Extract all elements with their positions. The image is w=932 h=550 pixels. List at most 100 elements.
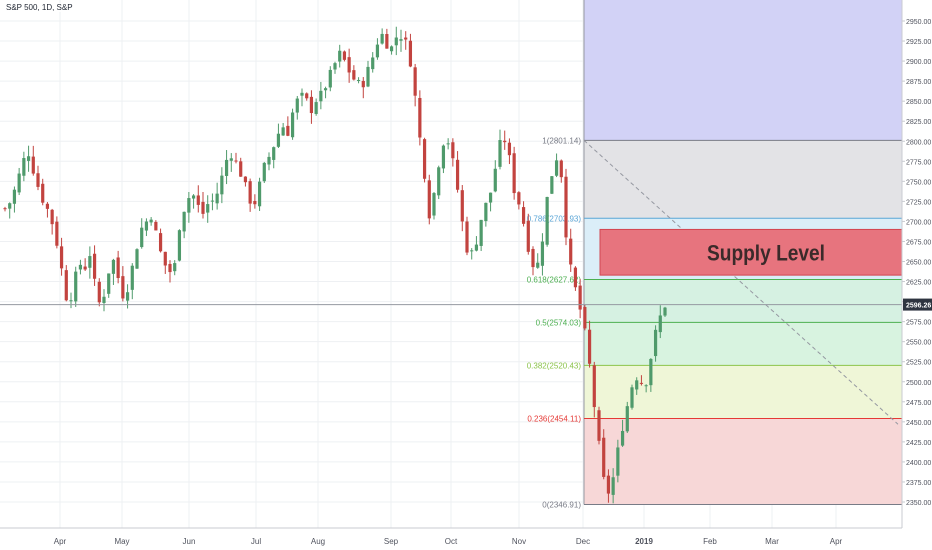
price-tick-label: 2900.00 [906,59,931,66]
candle-body [649,358,653,386]
candle-body [653,329,658,357]
candle-body [59,246,64,269]
price-tick-label: 2950.00 [906,19,931,26]
candle-body [309,96,314,114]
candle-body [88,256,92,268]
candle-body [578,285,582,310]
candle-body [507,142,512,156]
time-tick-label: Jun [183,537,196,546]
candle-body [239,161,243,177]
candle-body [488,192,493,203]
candle-body [121,276,125,299]
fib-zone-1 [584,140,902,219]
candle-body [470,250,474,252]
candle-body [375,44,380,58]
supply-zone-rect [599,228,903,276]
candle-body [26,156,31,161]
candle-body [215,193,219,204]
candle-body [460,190,464,222]
candle-body [455,159,460,190]
candle-body [352,70,356,80]
time-tick-label: Nov [512,537,526,546]
candle-body [135,249,139,269]
candle-body [111,259,116,274]
time-tick-label: Mar [765,537,779,546]
candle-body [182,211,186,232]
candle-body [540,241,545,266]
candle-body [281,127,285,136]
candle-body [389,46,394,52]
candle-body [125,292,130,301]
candle-body [210,200,215,202]
time-axis[interactable]: Apr May Jun Jul Aug Sep Oct Nov Dec 2019 Feb Mar Apr [0,527,932,550]
candle-body [323,88,328,91]
candle-body [517,192,521,205]
candle-body [536,262,540,268]
candle-body [41,183,45,203]
price-tick-label: 2475.00 [906,400,931,407]
candle-body [50,209,54,225]
candle-body [465,221,469,253]
candle-body [342,51,347,60]
candle-body [22,158,26,176]
candle-body [644,385,648,387]
fib-trend-line [583,139,899,425]
candle-body [413,67,417,96]
candle-body [625,406,629,432]
price-tick-label: 2700.00 [906,219,931,226]
candle-body [569,238,573,265]
price-tick-label: 2750.00 [906,179,931,186]
fib-level-label-0.382: 0.382(2520.43) [527,361,582,370]
time-tick-label: Aug [311,537,325,546]
candle-body [493,168,497,192]
candle-body [616,447,620,476]
candle-body [229,158,233,161]
candle-body [441,145,446,169]
price-tick-label: 2375.00 [906,480,931,487]
candle-body [432,193,436,216]
price-tick-label: 2800.00 [906,139,931,146]
time-tick-label: Dec [576,537,590,546]
price-tick-label: 2875.00 [906,79,931,86]
candle-body [427,180,431,219]
candle-body [262,162,266,182]
time-tick-label: Jul [251,537,261,546]
candle-body [319,90,323,102]
candle-body [196,195,200,205]
candle-body [158,233,163,252]
last-price-label: 2596.26 [906,303,931,310]
fib-level-label-0: 0(2346.91) [542,500,581,509]
price-tick-label: 2925.00 [906,39,931,46]
candle-body [102,296,106,303]
candle-body [177,230,182,261]
time-tick-label: Apr [54,537,67,546]
supply-zone[interactable]: Supply Level [599,228,903,276]
candle-body [314,102,318,114]
price-tick-label: 2425.00 [906,440,931,447]
candle-body [503,140,507,143]
candle-body [64,270,68,301]
candle-body [201,201,205,214]
candle-body [587,329,592,364]
candle-body [253,200,257,205]
candle-body [606,475,611,494]
candle-body [92,253,97,279]
candle-body [97,281,101,303]
price-tick-label: 2500.00 [906,380,931,387]
candle-body [163,251,167,266]
candle-body [498,140,502,167]
candle-body [69,300,73,302]
candle-body [474,244,479,251]
candle-body [286,125,290,136]
candle-body [526,220,530,252]
price-tick-label: 2775.00 [906,159,931,166]
candle-body [559,160,563,178]
candle-body [206,204,210,213]
candle-body [408,40,413,67]
candle-body [248,181,252,204]
candle-body [173,263,177,272]
candle-body [83,266,87,270]
price-axis[interactable]: 2350.00 2375.00 2400.00 2425.00 2450.00 2475.… [901,0,932,550]
price-tick-label: 2450.00 [906,420,931,427]
